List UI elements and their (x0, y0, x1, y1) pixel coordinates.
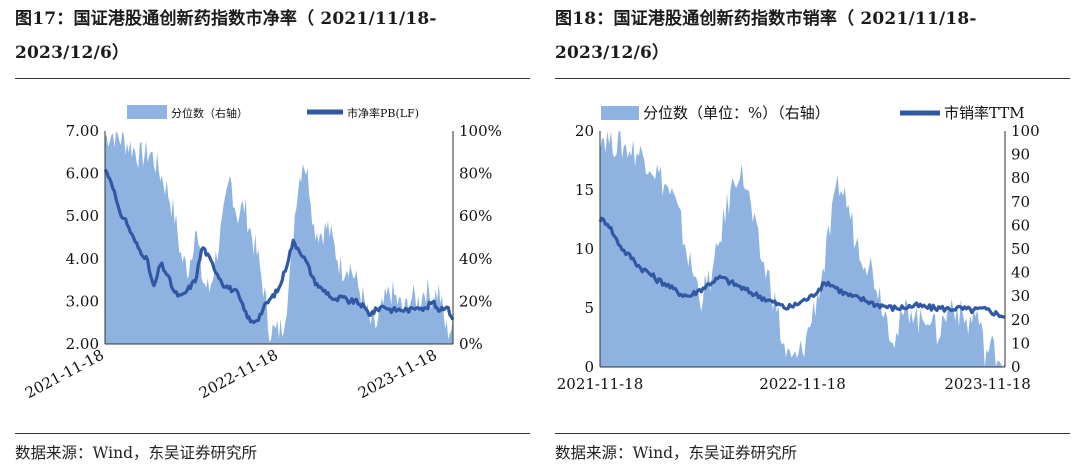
y-right-tick-label: 60 (1011, 216, 1030, 234)
x-tick-label: 2022-11-18 (196, 346, 281, 402)
series-area-percentile (600, 131, 1005, 367)
y-right-tick-label: 50 (1011, 240, 1030, 258)
right-source-note: 数据来源：Wind，东吴证券研究所 (555, 444, 798, 462)
y-left-tick-label: 2.00 (66, 335, 99, 353)
y-left-tick-label: 4.00 (66, 250, 99, 268)
y-right-tick-label: 20 (1011, 311, 1030, 329)
right-title-line1: 图18：国证港股通创新药指数市销率（ 2021/11/18- (555, 9, 977, 29)
y-right-tick-label: 90 (1011, 146, 1030, 164)
y-right-tick-label: 80 (1011, 169, 1030, 187)
left-figure-title: 图17：国证港股通创新药指数市净率（ 2021/11/18- 2023/12/6… (15, 2, 530, 70)
y-right-tick-label: 30 (1011, 287, 1030, 305)
y-left-tick-label: 15 (575, 181, 594, 199)
y-right-tick-label: 20% (459, 292, 492, 310)
y-right-tick-label: 100 (1011, 122, 1040, 140)
left-top-rule (15, 78, 530, 79)
legend-area-swatch (601, 106, 639, 120)
left-title-line2: 2023/12/6） (15, 43, 130, 63)
x-tick-label: 2021-11-18 (22, 346, 107, 402)
y-left-tick-label: 20 (575, 122, 594, 140)
right-title-line2: 2023/12/6） (555, 43, 670, 63)
series-area-percentile (105, 131, 453, 344)
right-bottom-rule (555, 433, 1070, 434)
right-figure-panel: 图18：国证港股通创新药指数市销率（ 2021/11/18- 2023/12/6… (555, 0, 1070, 473)
legend-area-label: 分位数（单位：%）（右轴） (643, 104, 830, 122)
left-title-line1: 图17：国证港股通创新药指数市净率（ 2021/11/18- (15, 9, 437, 29)
y-left-tick-label: 0 (584, 358, 594, 376)
y-left-tick-label: 6.00 (66, 165, 99, 183)
legend-area-label: 分位数（右轴） (171, 106, 248, 120)
y-right-tick-label: 40% (459, 250, 492, 268)
legend-line-label: 市销率TTM (944, 104, 1025, 122)
x-tick-label: 2023-11-18 (355, 346, 440, 402)
legend-area-swatch (127, 105, 167, 119)
right-figure-title: 图18：国证港股通创新药指数市销率（ 2021/11/18- 2023/12/6… (555, 2, 1070, 70)
x-tick-label: 2023-11-18 (944, 375, 1030, 393)
left-bottom-rule (15, 433, 530, 434)
y-left-tick-label: 10 (575, 240, 594, 258)
y-left-tick-label: 3.00 (66, 292, 99, 310)
y-left-tick-label: 5.00 (66, 207, 99, 225)
y-left-tick-label: 7.00 (66, 122, 99, 140)
x-tick-label: 2021-11-18 (557, 375, 643, 393)
y-right-tick-label: 40 (1011, 264, 1030, 282)
x-tick-label: 2022-11-18 (759, 375, 845, 393)
series-line-valuation (598, 216, 1006, 319)
left-source-note: 数据来源：Wind，东吴证券研究所 (15, 444, 258, 462)
y-right-tick-label: 10 (1011, 334, 1030, 352)
y-right-tick-label: 0% (459, 335, 483, 353)
right-ps-chart: 分位数（单位：%）（右轴） 市销率TTM201510501009080706050… (557, 104, 1040, 393)
y-right-tick-label: 60% (459, 207, 492, 225)
series-line-valuation (103, 168, 455, 325)
left-pb-chart: 分位数（右轴） 市净率PB(LF) 7.00 6.00 5.00 4.00 3.00 2.00… (22, 105, 502, 402)
y-left-tick-label: 5 (584, 299, 594, 317)
right-top-rule (555, 78, 1070, 79)
y-right-tick-label: 0 (1011, 358, 1021, 376)
left-figure-panel: 图17：国证港股通创新药指数市净率（ 2021/11/18- 2023/12/6… (15, 0, 530, 473)
y-right-tick-label: 80% (459, 165, 492, 183)
legend-line-label: 市净率PB(LF) (347, 106, 419, 120)
y-right-tick-label: 100% (459, 122, 502, 140)
y-right-tick-label: 70 (1011, 193, 1030, 211)
